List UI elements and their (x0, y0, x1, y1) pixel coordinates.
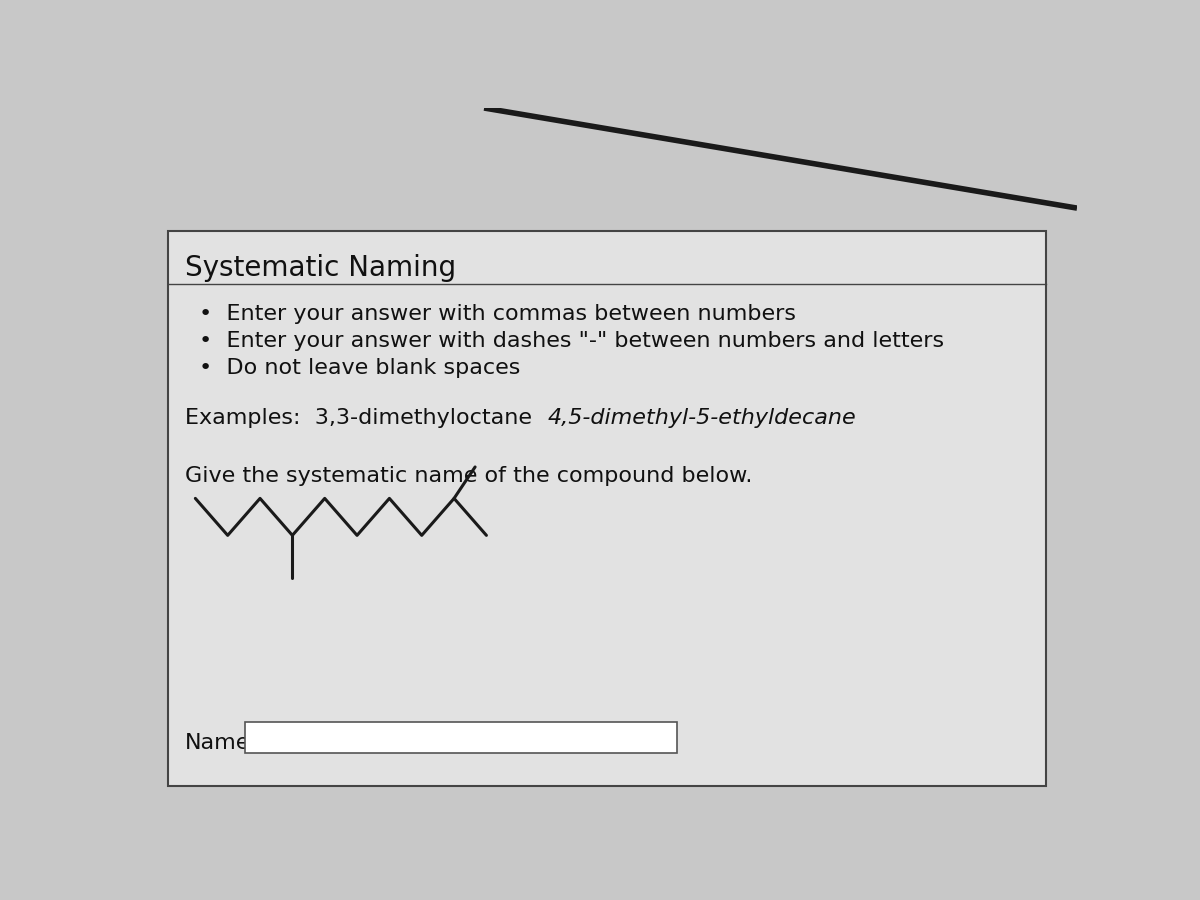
Text: 4,5-dimethyl-5-ethyldecane: 4,5-dimethyl-5-ethyldecane (547, 409, 856, 428)
Text: Systematic Naming: Systematic Naming (185, 255, 456, 283)
Bar (168, 231, 1046, 786)
Text: Give the systematic name of the compound below.: Give the systematic name of the compound… (185, 466, 752, 486)
Bar (246, 723, 677, 753)
Text: •  Do not leave blank spaces: • Do not leave blank spaces (199, 358, 521, 378)
Text: •  Enter your answer with commas between numbers: • Enter your answer with commas between … (199, 304, 797, 324)
Text: Examples:  3,3-dimethyloctane: Examples: 3,3-dimethyloctane (185, 409, 533, 428)
Text: •  Enter your answer with dashes "-" between numbers and letters: • Enter your answer with dashes "-" betw… (199, 331, 944, 351)
Text: Name:: Name: (185, 734, 258, 753)
